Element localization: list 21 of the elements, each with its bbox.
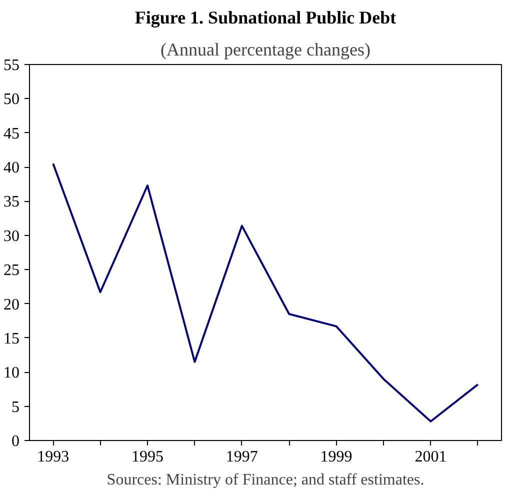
y-tick-label: 30 bbox=[4, 228, 20, 245]
x-tick-label: 1995 bbox=[132, 448, 164, 466]
y-tick-label: 35 bbox=[4, 194, 20, 211]
y-tick-label: 15 bbox=[4, 330, 20, 348]
x-tick-label: 1993 bbox=[37, 448, 70, 466]
x-tick-label: 2001 bbox=[414, 448, 447, 466]
x-tick-label: 1997 bbox=[226, 448, 258, 466]
y-tick-label: 45 bbox=[4, 125, 20, 142]
y-tick-label: 50 bbox=[4, 91, 20, 108]
y-tick-label: 55 bbox=[4, 57, 20, 74]
chart-title: Figure 1. Subnational Public Debt bbox=[134, 8, 396, 28]
y-tick-label: 0 bbox=[12, 433, 20, 450]
x-tick-label: 1999 bbox=[320, 448, 352, 466]
line-series bbox=[52, 162, 479, 422]
y-tick-label: 20 bbox=[4, 296, 20, 314]
chart-subtitle: (Annual percentage changes) bbox=[160, 40, 370, 60]
y-tick-label: 40 bbox=[4, 160, 20, 177]
y-tick-label: 5 bbox=[12, 398, 20, 416]
source-note: Sources: Ministry of Finance; and staff estimates. bbox=[106, 472, 424, 488]
y-tick-label: 10 bbox=[4, 364, 20, 382]
y-tick-label: 25 bbox=[4, 262, 20, 280]
